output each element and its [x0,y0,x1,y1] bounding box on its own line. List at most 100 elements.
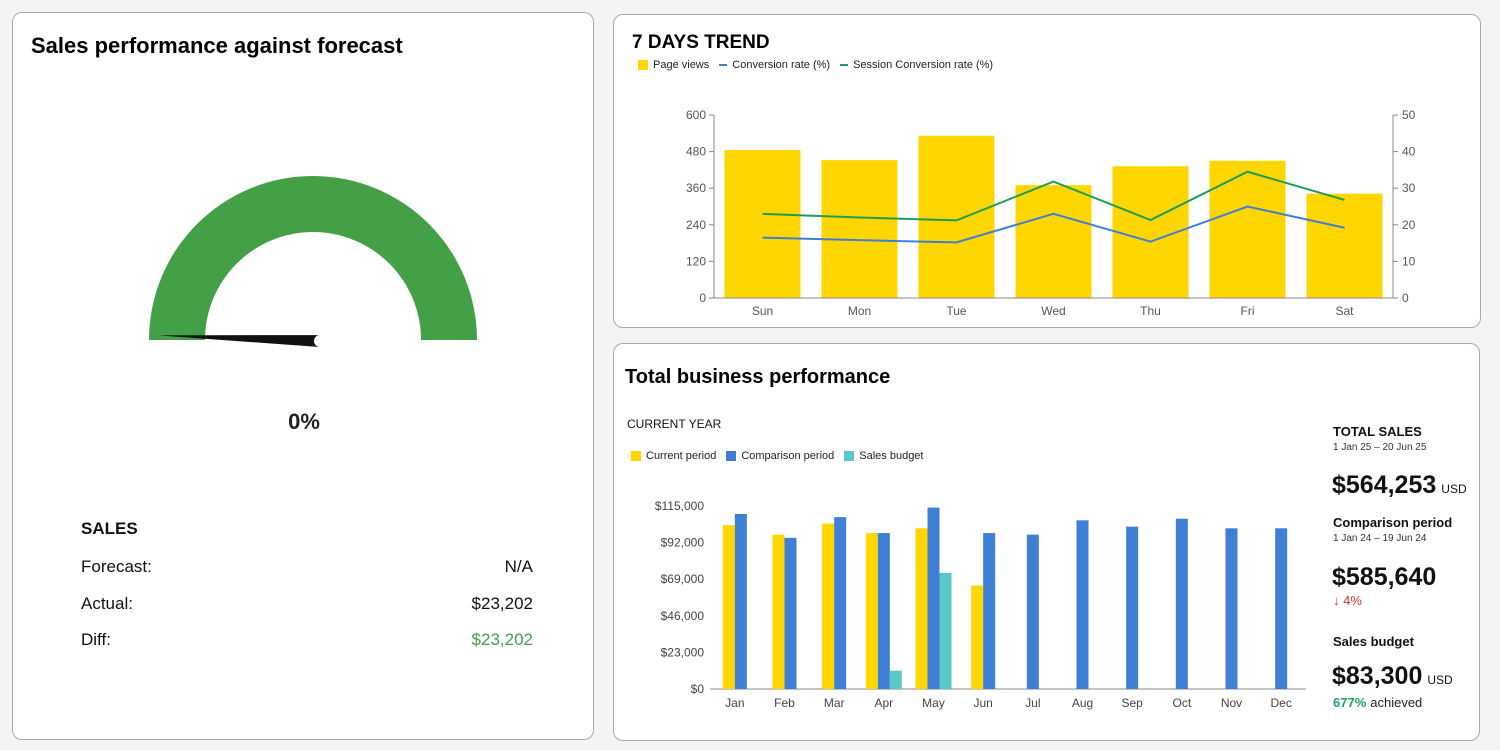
day-label: Sun [752,304,773,318]
trend-card-title: 7 DAYS TREND [632,32,770,53]
current-period-bar [772,534,785,689]
month-label: Oct [1172,696,1191,710]
sales-budget-unit: USD [1427,673,1453,687]
comparison-period-bar [983,533,996,689]
legend-conversion-rate-label: Conversion rate (%) [732,59,831,71]
day-label: Fri [1241,304,1255,318]
left-tick-label: 240 [686,218,706,232]
current-period-bar [722,525,735,689]
current-period-bar [971,585,984,689]
month-label: Feb [774,696,795,710]
legend-page-views-label: Page views [653,59,710,71]
sales-row-actual: Actual: $23,202 [81,594,533,614]
legend-comparison-period-label: Comparison period [741,450,835,462]
comparison-period-bar [834,517,847,689]
sales-section-title: SALES [81,519,138,538]
total-sales-label: TOTAL SALES [1333,424,1422,439]
y-tick-label: $0 [691,682,705,696]
legend-comparison-period: Comparison period [726,450,834,462]
right-tick-label: 0 [1402,291,1409,305]
legend-conversion-rate: Conversion rate (%) [719,59,830,71]
left-tick-label: 600 [686,108,706,122]
current-period-swatch [631,451,641,461]
sales-budget-swatch [844,451,855,461]
sales-row-diff: Diff: $23,202 [81,630,533,650]
comparison-period-bar [1275,528,1288,689]
session-conversion-rate-swatch [840,64,849,66]
current-period-bar [915,528,928,689]
budget-achieved: 677% achieved [1333,695,1422,710]
comparison-period-label: Comparison period [1333,515,1453,530]
day-label: Thu [1140,304,1161,318]
page-views-bar [918,135,995,298]
legend-sales-budget-label: Sales budget [859,450,924,462]
month-label: Jun [973,696,992,710]
comparison-period-bar [1126,526,1139,689]
y-tick-label: $115,000 [655,499,704,513]
page-views-bar [724,150,801,298]
session-conversion-rate-line [762,170,1345,222]
page-views-bar [1306,193,1383,298]
comparison-period-bar [1026,534,1039,689]
sales-budget-value: $83,300 [1332,662,1423,690]
month-label: Dec [1270,696,1291,710]
legend-sales-budget: Sales budget [844,450,923,462]
total-sales-unit: USD [1441,482,1467,496]
left-tick-label: 120 [686,254,706,268]
sales-performance-card: Sales performance against forecast 0% SA… [12,12,594,740]
monthly-sales-chart: $0 $23,000 $46,000 $69,000 $92,000 $115,000 Ja… [655,499,1306,710]
actual-value: $23,202 [471,594,533,613]
sales-row-forecast: Forecast: N/A [81,557,533,577]
sales-budget-bar [889,670,902,689]
y-tick-label: $46,000 [661,609,705,623]
right-tick-label: 20 [1402,218,1416,232]
legend-session-conversion-rate: Session Conversion rate (%) [840,59,993,71]
page-views-swatch [638,60,648,70]
total-sales-value-block: $564,253 USD [1332,471,1467,500]
month-label: Jul [1025,696,1040,710]
month-label: Nov [1221,696,1242,710]
page-views-bar [1015,185,1092,298]
y-tick-label: $69,000 [661,572,705,586]
trend-chart: 0 120 240 360 480 600 0 10 20 30 40 50 Sun Mon Tue Wed T… [686,108,1416,318]
legend-session-conversion-rate-label: Session Conversion rate (%) [853,59,994,71]
sales-budget-label: Sales budget [1333,634,1414,649]
trend-legend: Page views Conversion rate (%) Session C… [638,59,1003,71]
comparison-change: ↓ 4% [1333,593,1362,608]
comparison-period-bar [877,533,890,689]
month-label: May [922,696,945,710]
left-tick-label: 360 [686,181,706,195]
comparison-period-bar [1076,520,1089,689]
comparison-period-swatch [726,451,737,461]
page-views-bar [821,160,898,298]
right-tick-label: 50 [1402,108,1416,122]
diff-label: Diff: [81,630,111,649]
sales-budget-value-block: $83,300 USD [1332,662,1453,691]
legend-current-period-label: Current period [646,450,717,462]
month-label: Aug [1072,696,1093,710]
diff-value: $23,202 [471,630,533,649]
left-tick-label: 480 [686,145,706,159]
total-business-performance-card: Total business performance CURRENT YEAR … [613,343,1480,741]
sales-gauge [149,176,477,347]
left-tick-label: 0 [699,291,706,305]
right-tick-label: 30 [1402,181,1416,195]
comparison-period-bar [1175,518,1188,689]
day-label: Mon [848,304,871,318]
current-period-bar [822,523,835,689]
conversion-rate-swatch [719,64,728,66]
right-tick-label: 40 [1402,145,1416,159]
day-label: Sat [1335,304,1354,318]
total-card-title: Total business performance [625,366,891,388]
comparison-period-bar [1225,528,1238,689]
y-tick-label: $23,000 [661,645,705,659]
y-tick-label: $92,000 [661,536,705,550]
sales-budget-bar [939,572,952,689]
forecast-label: Forecast: [81,557,152,576]
comparison-value: $585,640 [1332,563,1437,591]
current-period-bar [865,533,878,689]
legend-current-period: Current period [631,450,716,462]
comparison-period-bar [734,513,747,689]
seven-days-trend-card: 7 DAYS TREND Page views Conversion rate … [613,14,1481,328]
legend-page-views: Page views [638,59,709,71]
